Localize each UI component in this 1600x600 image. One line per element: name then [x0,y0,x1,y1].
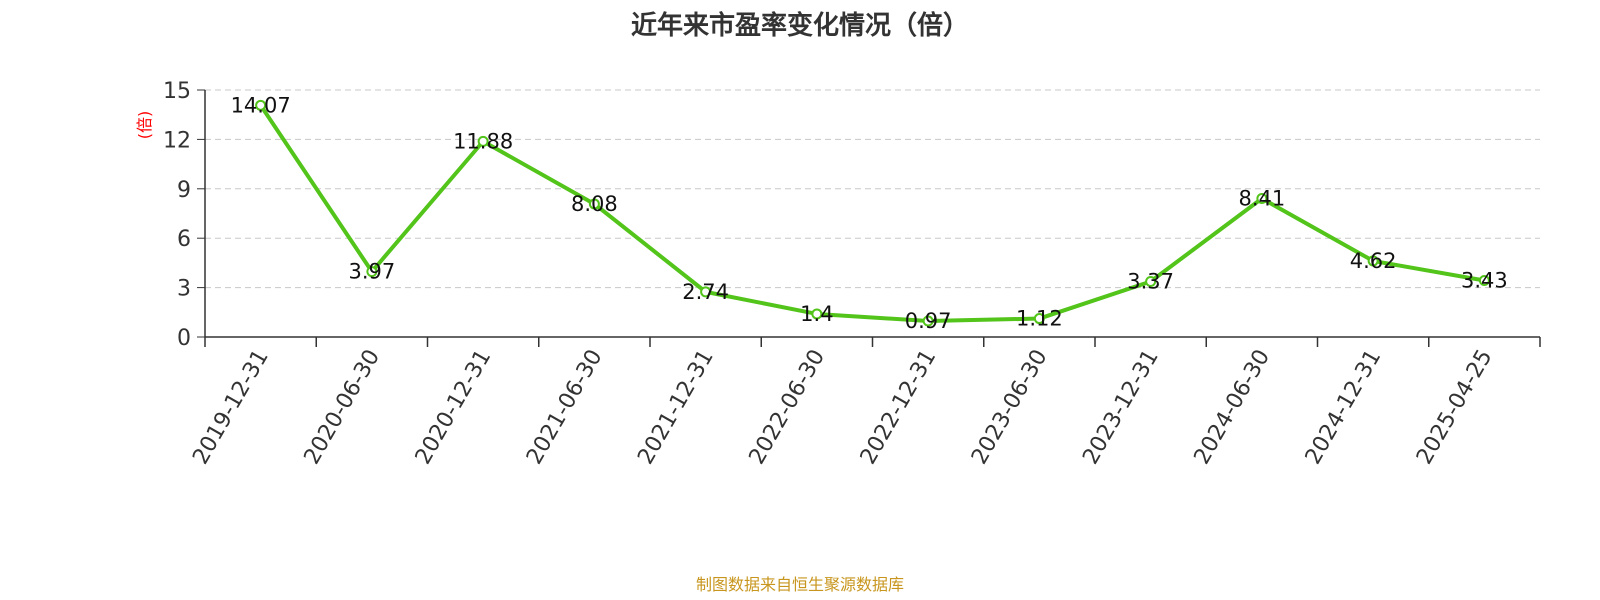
x-tick-label: 2021-12-31 [633,346,719,469]
data-label: 3.43 [1461,269,1508,293]
data-point [1033,313,1045,325]
x-tick-label: 2023-12-31 [1078,346,1164,469]
data-label: 2.74 [682,280,729,304]
x-ticks: 2019-12-31 2020-06-30 2020-12-31 2021-06-30… [188,337,1541,469]
y-tick-label: 15 [163,79,191,104]
data-points [255,99,1490,327]
data-point [366,266,378,278]
data-label: 0.97 [905,309,952,333]
chart-title: 近年来市盈率变化情况（倍） [631,10,969,41]
data-point [255,99,267,111]
data-point [1145,276,1157,288]
x-tick-label: 2020-06-30 [299,346,385,469]
y-tick-label: 0 [177,326,191,351]
data-point [922,315,934,327]
data-point [588,198,600,210]
x-tick-label: 2024-12-31 [1301,346,1387,469]
series-line-group [258,103,1487,324]
data-point [811,308,823,320]
series-line [258,103,1487,324]
data-point [700,286,712,298]
y-tick-label: 12 [163,128,191,153]
data-label: 8.41 [1238,187,1285,211]
data-point [477,135,489,147]
data-label: 11.88 [453,129,513,153]
x-tick-label: 2019-12-31 [188,346,274,469]
y-tick-label: 6 [177,227,191,252]
y-ticks: 0 3 6 9 12 15 [163,79,205,351]
y-tick-label: 3 [177,277,191,302]
y-tick-label: 9 [177,178,191,203]
data-label: 14.07 [231,93,291,117]
x-tick-label: 2024-06-30 [1189,346,1275,469]
data-label: 4.62 [1350,249,1397,273]
x-tick-label: 2025-04-25 [1412,346,1498,469]
x-tick-label: 2022-12-31 [856,346,942,469]
data-label: 1.12 [1016,307,1063,331]
data-label: 8.08 [571,192,618,216]
data-label: 3.97 [348,260,395,284]
x-tick-label: 2023-06-30 [967,346,1053,469]
data-point [1256,193,1268,205]
data-label: 3.37 [1127,270,1174,294]
x-tick-label: 2022-06-30 [744,346,830,469]
x-tick-label: 2020-12-31 [411,346,497,469]
data-point [1478,275,1490,287]
data-label: 1.4 [800,302,833,326]
axes [204,90,1540,338]
gridlines [205,89,1540,289]
source-note: 制图数据来自恒生聚源数据库 [696,575,904,594]
y-axis-label: (倍) [135,111,154,140]
x-tick-label: 2021-06-30 [522,346,608,469]
data-point [1367,255,1379,267]
data-labels: 14.07 3.97 11.88 8.08 2.74 1.4 0.97 1.12 3.37 8.4… [231,93,1508,333]
